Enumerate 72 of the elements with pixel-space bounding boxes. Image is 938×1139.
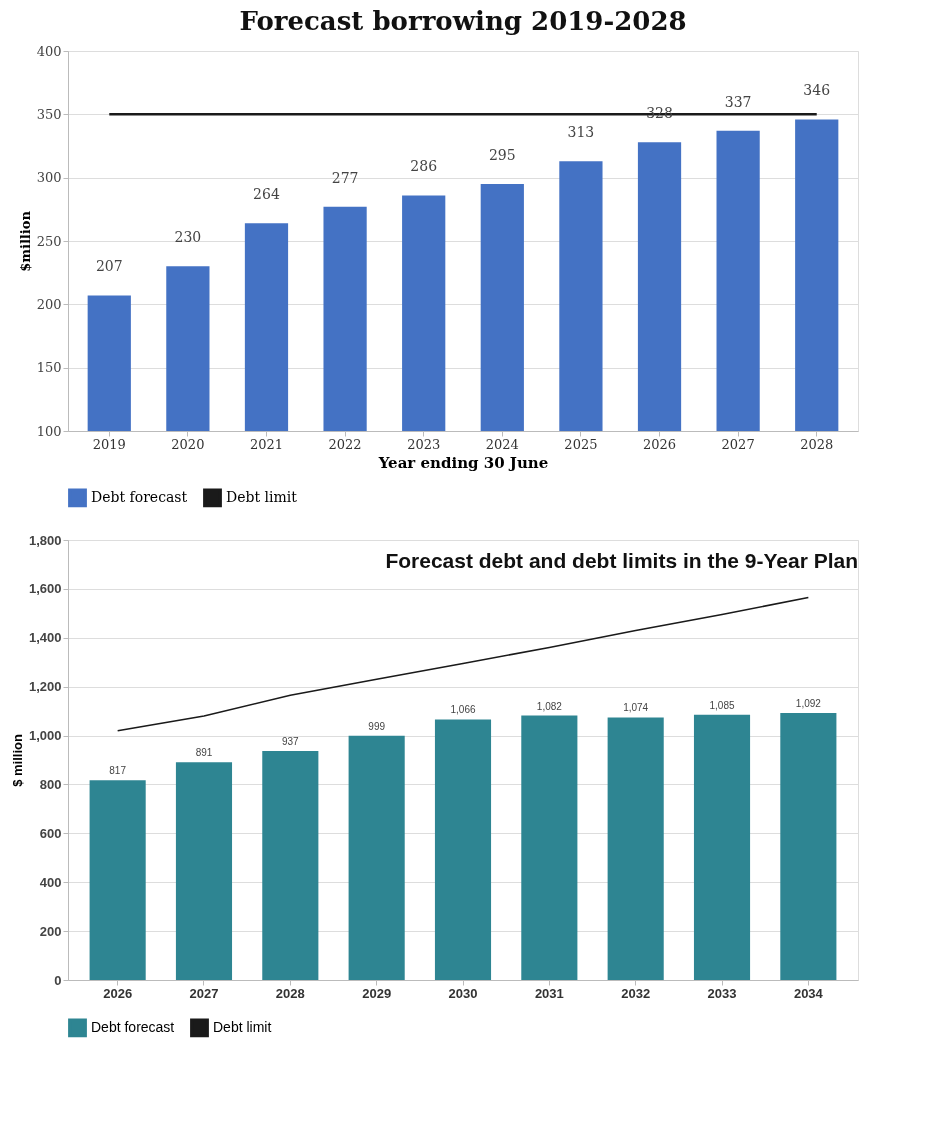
y-tick-label: 0 [54,972,62,988]
y-tick-label: 1,800 [28,532,62,548]
data-label: 277 [331,169,359,186]
y-tick-label: 400 [36,43,62,59]
bar [521,715,578,980]
y-tick-label: 200 [39,923,62,939]
y-tick-label: 1,600 [28,581,62,597]
y-axis-title: $ million [9,734,25,787]
data-label: 999 [368,720,386,732]
data-label: 1,074 [623,702,649,714]
x-tick-label: 2029 [362,985,392,1001]
data-label: 264 [253,186,280,203]
data-label: 1,085 [709,699,735,711]
data-label: 937 [281,735,300,747]
bar [607,717,664,980]
data-label: 346 [803,82,831,99]
data-label: 1,082 [536,700,563,712]
x-tick-label: 2032 [621,985,651,1001]
x-tick-label: 2024 [485,436,519,452]
x-tick-label: 2030 [448,985,478,1001]
bar [89,780,146,980]
x-tick-label: 2033 [707,985,737,1001]
y-tick-label: 150 [36,360,62,376]
y-tick-label: 100 [36,423,62,439]
x-tick-label: 2034 [793,985,824,1001]
y-tick-label: 1,200 [28,679,62,695]
x-tick-label: 2026 [642,436,677,452]
bar [434,719,492,980]
y-tick-label: 1,000 [28,728,62,744]
x-tick-label: 2027 [721,436,755,452]
x-axis-title: Year ending 30 June [377,453,549,472]
y-tick-label: 1,400 [28,630,62,646]
legend-label: Debt limit [213,1018,272,1035]
x-tick-label: 2020 [171,436,205,452]
y-axis-title: $million [17,210,33,272]
x-tick-label: 2028 [275,985,305,1001]
bar [262,750,319,980]
data-label: 337 [724,93,752,110]
y-tick-label: 250 [36,233,62,249]
legend-label: Debt forecast [91,488,188,505]
y-tick-label: 800 [39,776,62,792]
data-label: 817 [109,765,127,777]
legend-label: Debt limit [226,488,298,505]
bar [780,713,837,980]
data-label: 313 [567,124,595,141]
x-tick-label: 2025 [564,436,598,452]
bar [693,714,751,980]
data-label: 1,066 [450,704,476,716]
y-tick-label: 350 [36,106,62,122]
x-tick-label: 2021 [249,436,284,452]
bar [348,735,405,980]
chart-title: Forecast debt and debt limits in the 9-Year Plan [385,549,858,572]
bar [175,762,233,980]
x-tick-label: 2027 [189,985,219,1001]
data-label: 230 [174,229,202,246]
legend-label: Debt forecast [91,1018,175,1035]
y-tick-label: 600 [39,825,62,841]
x-tick-label: 2023 [407,436,441,452]
chart-title: Forecast borrowing 2019-2028 [239,6,687,36]
data-label: 891 [195,747,213,759]
x-tick-label: 2019 [92,436,126,452]
x-tick-label: 2022 [328,436,362,452]
data-label: 1,092 [795,698,822,710]
data-label: 286 [410,158,438,175]
x-tick-label: 2031 [534,985,564,1001]
y-tick-label: 400 [39,874,62,890]
y-tick-label: 300 [36,170,62,186]
x-tick-label: 2028 [800,436,834,452]
x-tick-label: 2026 [103,985,133,1001]
y-tick-label: 200 [36,296,62,312]
data-label: 295 [488,147,516,163]
data-label: 207 [95,258,123,275]
